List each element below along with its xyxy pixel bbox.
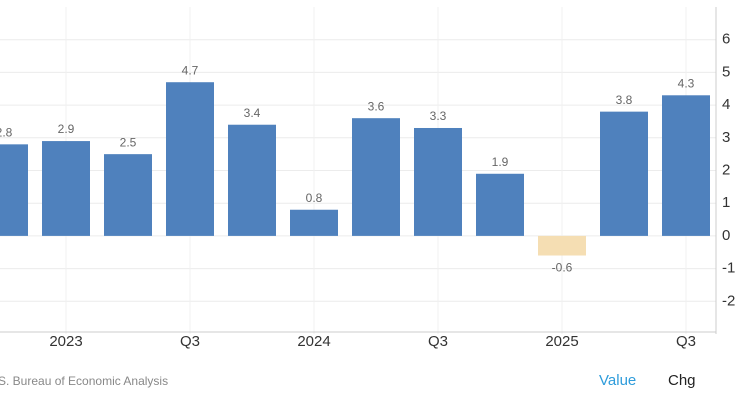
value-label: 2.8 [0, 126, 13, 140]
bar [352, 118, 400, 236]
value-label: 2.9 [58, 122, 75, 136]
bar [662, 95, 710, 236]
chart: -2 -1 0 1 2 3 4 5 6 2023 Q3 2024 Q3 2025 Q3 2.8 2.9 2.5 4.… [0, 7, 735, 350]
x-tick-label: 2025 [545, 333, 578, 350]
bar [42, 141, 90, 236]
bar [290, 209, 338, 236]
y-tick-label: 4 [722, 96, 730, 113]
x-tick-label: Q3 [428, 333, 448, 350]
bar [104, 154, 152, 236]
y-tick-label: 2 [722, 161, 730, 178]
y-tick-label: -2 [722, 292, 735, 309]
value-label: 3.8 [616, 93, 633, 107]
value-label: 0.8 [306, 191, 323, 205]
x-tick-label: Q3 [676, 333, 696, 350]
y-tick-label: 6 [722, 31, 730, 48]
tab-value[interactable]: Value [599, 372, 637, 389]
bar [166, 82, 214, 236]
value-label: 1.9 [492, 155, 509, 169]
y-tick-label: -1 [722, 260, 735, 277]
value-label: -0.6 [552, 261, 573, 275]
value-label: 3.6 [368, 99, 385, 113]
bar [228, 124, 276, 236]
value-label: 3.4 [244, 106, 261, 120]
y-tick-label: 5 [722, 63, 730, 80]
x-tick-label: Q3 [180, 333, 200, 350]
x-tick-label: 2023 [49, 333, 82, 350]
y-tick-label: 0 [722, 227, 730, 244]
y-tick-label: 3 [722, 129, 730, 146]
source: U.S. Bureau of Economic Analysis [0, 374, 169, 388]
bar [538, 235, 586, 256]
value-label: 4.3 [678, 76, 695, 90]
bar [600, 111, 648, 236]
value-label: 3.3 [430, 109, 447, 123]
y-tick-label: 1 [722, 194, 730, 211]
bar [414, 127, 462, 236]
value-label: 4.7 [182, 63, 199, 77]
x-tick-label: 2024 [297, 333, 330, 350]
tab-chg[interactable]: Chg [668, 372, 696, 389]
value-label: 2.5 [120, 135, 137, 149]
bar [476, 173, 524, 236]
bar [0, 144, 28, 236]
